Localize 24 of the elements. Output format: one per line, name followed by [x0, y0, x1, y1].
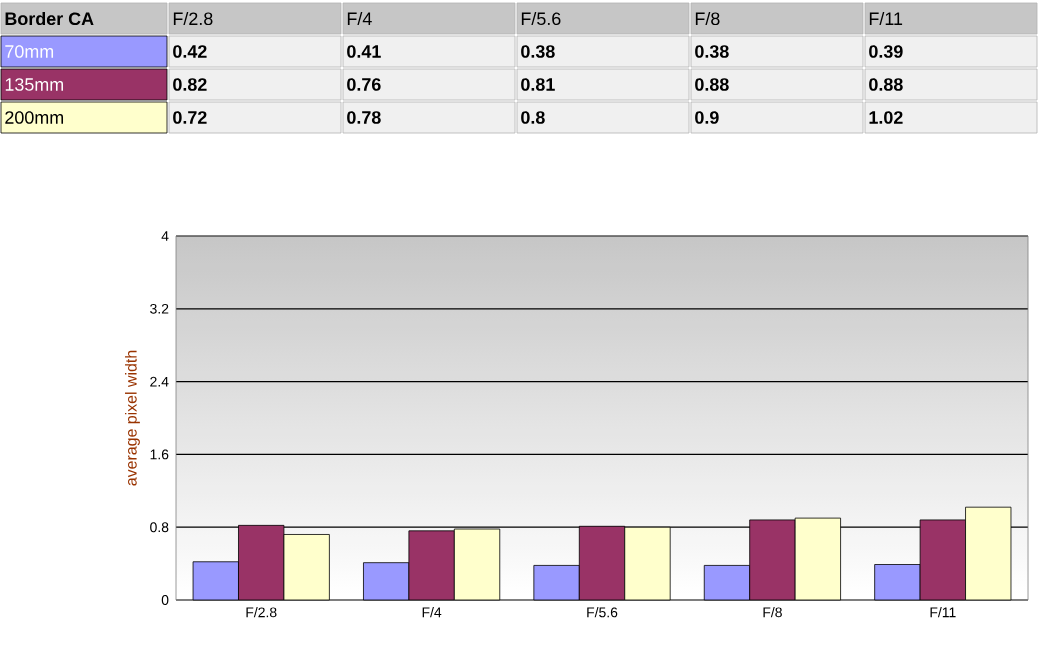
data-label: 1.02: [869, 111, 903, 124]
text: 200mm: [5, 111, 64, 124]
data-label: 0.81: [521, 78, 555, 91]
data-label: 0.8: [521, 111, 545, 124]
data-label: 0.38: [521, 45, 555, 58]
text: 70mm: [5, 45, 54, 58]
category-label: F/5.6: [521, 11, 561, 26]
category-label: F/4: [347, 11, 372, 26]
data-label: 0.41: [347, 45, 381, 58]
data-label: 0.78: [347, 111, 381, 124]
data-label: 0.72: [173, 111, 207, 124]
data-label: 0.9: [695, 111, 719, 124]
data-label: 0.38: [695, 45, 729, 58]
category-label: F/8: [695, 11, 720, 26]
data-label: 0.42: [173, 45, 207, 58]
data-label: 0.82: [173, 78, 207, 91]
category-label: F/11: [869, 11, 903, 26]
data-label: 0.88: [869, 78, 903, 91]
data-label: 0.88: [695, 78, 729, 91]
category-label: F/2.8: [173, 11, 213, 26]
legend-title: Border CA: [5, 11, 94, 26]
text: 135mm: [5, 78, 64, 91]
data-label: 0.39: [869, 45, 903, 58]
data-label: 0.76: [347, 78, 381, 91]
